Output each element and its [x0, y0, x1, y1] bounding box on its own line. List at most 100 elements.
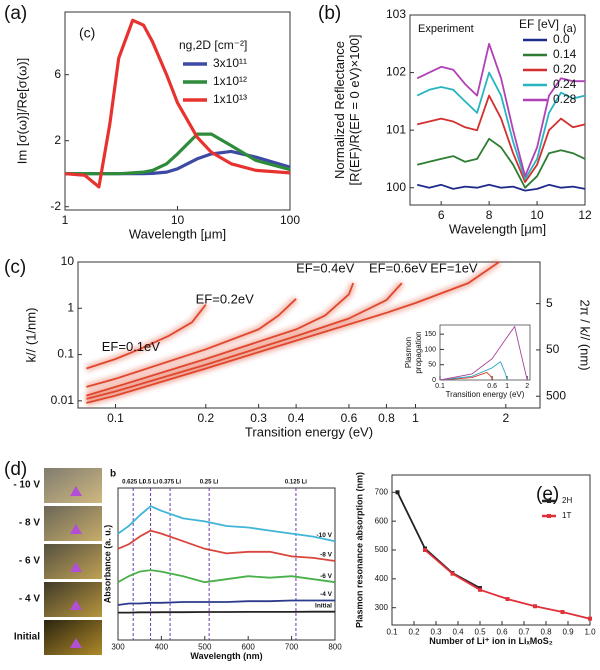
- y2-tick-label: 5: [546, 296, 553, 310]
- photo-label: - 4 V: [19, 594, 40, 605]
- photo-marker: [70, 638, 82, 648]
- x-tick-label: 10: [171, 213, 185, 227]
- x-axis-label: Wavelength [μm]: [129, 227, 226, 242]
- series-line: [117, 569, 336, 584]
- photo-label: Initial: [14, 632, 40, 643]
- sub-label: b: [110, 469, 116, 480]
- y-axis-label: k// (1/nm): [23, 308, 38, 363]
- reference-label: 0.375 Li: [159, 480, 181, 486]
- y2-tick-label: 50: [546, 342, 560, 356]
- series-line: [424, 549, 591, 620]
- annotation: (a): [563, 23, 576, 35]
- photo-label: - 8 V: [19, 518, 40, 529]
- legend-label: 3x10¹¹: [213, 56, 247, 70]
- series-line: [118, 610, 335, 614]
- point: [450, 571, 455, 576]
- x-tick-label: 0.1: [107, 411, 124, 425]
- curve-glow: [85, 302, 209, 372]
- reference-label: 0.25 Li: [200, 480, 219, 486]
- panel-label: (d): [4, 459, 27, 480]
- photo-marker: [70, 600, 82, 610]
- series-line: [439, 371, 494, 381]
- x-tick-label: 12: [578, 208, 592, 222]
- y-axis-label: Normalized Reflectance: [332, 41, 347, 179]
- legend-marker: [547, 514, 551, 518]
- x-tick-label: 2: [525, 383, 529, 390]
- line-label: -10 V: [316, 532, 332, 539]
- plot-frame: [77, 261, 541, 409]
- x-axis-label: Transition energy (eV): [446, 390, 525, 399]
- y-tick-label: 6: [54, 67, 61, 81]
- legend-label: 2H: [562, 496, 572, 505]
- panel-label: (b): [318, 3, 341, 24]
- x-tick-label: 8: [486, 208, 493, 222]
- legend-label: 0.24: [553, 77, 577, 91]
- x-tick-label: 500: [198, 642, 212, 651]
- y-tick-label: 2: [54, 133, 61, 147]
- y-tick-label: 1: [67, 300, 74, 314]
- legend-label: 1x10¹²: [213, 74, 247, 88]
- series-line: [117, 505, 336, 543]
- curve-label: EF=0.2eV: [196, 292, 255, 307]
- point: [395, 490, 400, 495]
- line-label: -8 V: [320, 552, 333, 559]
- series-line: [86, 304, 207, 370]
- y-tick-label: 0.01: [51, 393, 75, 407]
- point: [533, 604, 537, 609]
- x-tick-label: 0.8: [540, 627, 552, 636]
- y-axis-label: Plasmon: [404, 337, 413, 368]
- reference-label: 0.5 Li: [143, 480, 159, 486]
- x-tick-label: 0.6: [487, 383, 497, 390]
- x-tick-label: 0.3: [250, 411, 267, 425]
- x-tick-label: 0.7: [518, 627, 530, 636]
- y-tick-label: 100: [386, 180, 406, 194]
- point: [588, 616, 592, 621]
- x-tick-label: 1: [412, 411, 419, 425]
- line-label: Initial: [315, 602, 332, 609]
- x-tick-label: 10: [530, 208, 544, 222]
- y2-axis-label: 2π / k// (nm): [578, 299, 593, 370]
- x-tick-label: 0.2: [197, 411, 214, 425]
- series-line: [439, 361, 508, 381]
- annotation: Experiment: [418, 23, 474, 35]
- y-tick-label: -2: [50, 199, 61, 213]
- x-tick-label: 0.2: [408, 627, 420, 636]
- x-tick-label: 1: [62, 213, 69, 227]
- photo: [44, 468, 102, 503]
- x-tick-label: 0.4: [452, 627, 464, 636]
- y-axis-label: Plasmon resonance absorption (nm): [354, 472, 364, 628]
- legend-title: ng,2D [cm⁻²]: [179, 38, 247, 52]
- y-axis-label: Im [σ(ω)]/Re[σ(ω)]: [14, 58, 29, 164]
- x-tick-label: 1.0: [584, 627, 596, 636]
- y-tick-label: 400: [375, 574, 389, 583]
- annotation: (c): [79, 25, 95, 41]
- series-line: [117, 529, 336, 562]
- line-label: -4 V: [320, 591, 333, 598]
- y-axis-label: Absorbance (a. u.): [102, 525, 112, 604]
- y-tick-label: 10: [61, 254, 75, 268]
- series-line: [86, 261, 500, 404]
- x-tick-label: 0.1: [435, 383, 445, 390]
- x-tick-label: 0.1: [386, 627, 398, 636]
- series-line: [416, 71, 586, 180]
- photo: [44, 544, 102, 579]
- legend-label: 0.28: [553, 92, 577, 106]
- y-tick-label: 500: [375, 545, 389, 554]
- x-tick-label: 6: [438, 208, 445, 222]
- y-tick-label: 50: [428, 362, 436, 369]
- x-tick-label: 100: [280, 213, 300, 227]
- x-tick-label: 1: [505, 383, 509, 390]
- legend-label: 0.0: [553, 32, 570, 46]
- photo-marker: [70, 524, 82, 534]
- x-tick-label: 0.3: [430, 627, 442, 636]
- y-tick-label: 300: [375, 603, 389, 612]
- y-tick-label: 700: [375, 487, 389, 496]
- x-axis-label: Wavelength [μm]: [449, 222, 546, 237]
- x-axis-label: Number of Li⁺ ion in LiₓMoS₂: [429, 636, 553, 646]
- y-tick-label: 600: [375, 516, 389, 525]
- series-line: [416, 42, 585, 178]
- x-tick-label: 400: [155, 642, 169, 651]
- legend-label: 1x10¹³: [213, 92, 247, 106]
- x-axis-label: Wavelength (nm): [190, 651, 262, 661]
